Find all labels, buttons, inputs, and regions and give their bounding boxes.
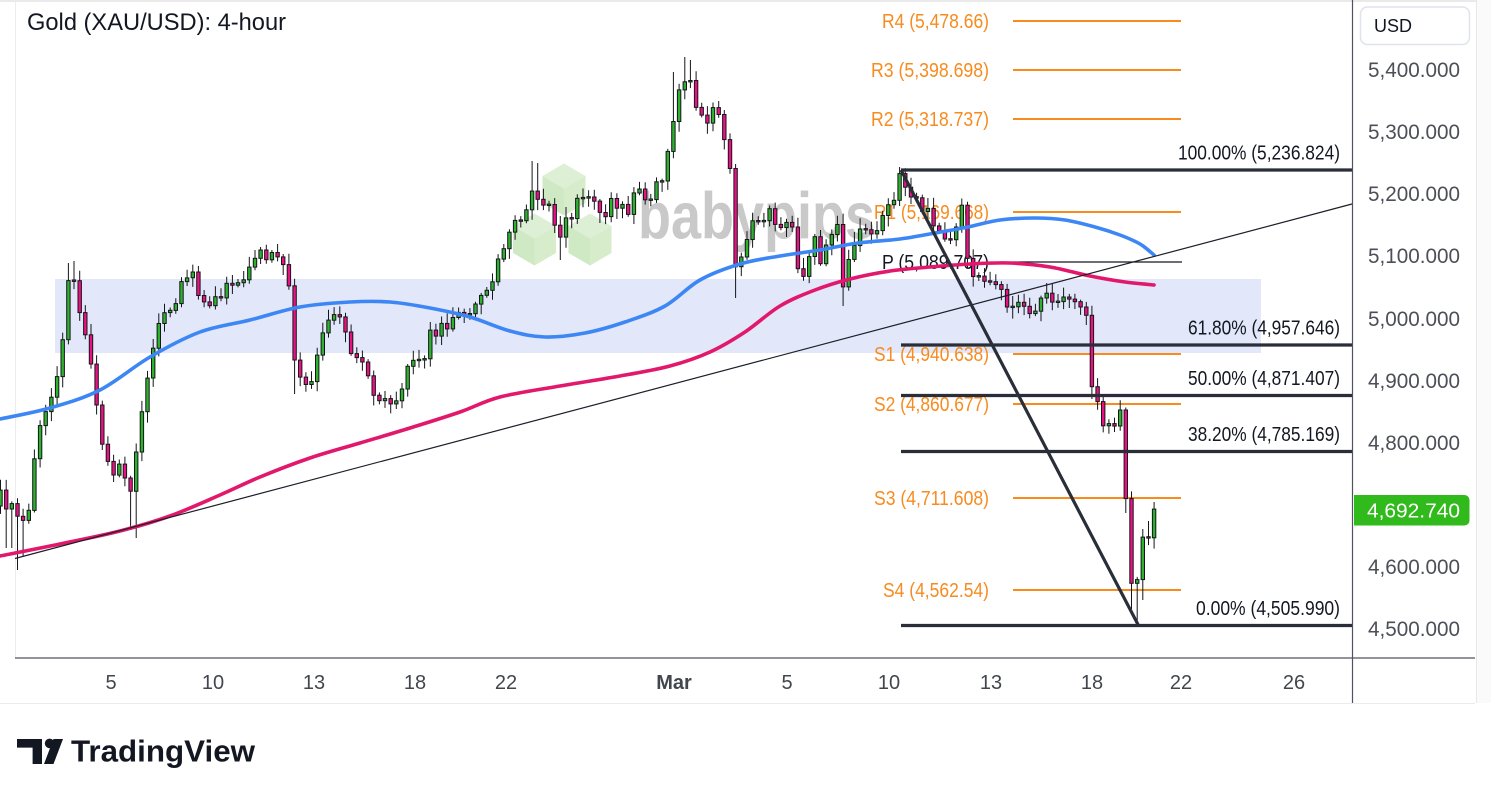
svg-text:R4 (5,478.66): R4 (5,478.66) — [882, 11, 989, 33]
svg-text:Mar: Mar — [656, 672, 692, 694]
svg-text:18: 18 — [404, 672, 426, 694]
svg-text:4,692.740: 4,692.740 — [1367, 500, 1460, 523]
svg-text:R2 (5,318.737): R2 (5,318.737) — [871, 109, 989, 131]
svg-text:S3 (4,711.608): S3 (4,711.608) — [874, 488, 989, 510]
svg-text:22: 22 — [1170, 672, 1192, 694]
svg-text:10: 10 — [878, 672, 900, 694]
svg-text:5,000.000: 5,000.000 — [1368, 308, 1460, 331]
svg-text:22: 22 — [495, 672, 517, 694]
svg-text:5,300.000: 5,300.000 — [1368, 121, 1460, 144]
svg-text:TradingView: TradingView — [71, 735, 255, 769]
svg-text:4,900.000: 4,900.000 — [1368, 370, 1460, 393]
svg-text:S4 (4,562.54): S4 (4,562.54) — [883, 580, 989, 602]
svg-text:10: 10 — [202, 672, 224, 694]
svg-text:26: 26 — [1283, 672, 1305, 694]
svg-text:13: 13 — [980, 672, 1002, 694]
svg-text:61.80% (4,957.646): 61.80% (4,957.646) — [1188, 318, 1340, 340]
svg-text:babypips: babypips — [638, 179, 875, 253]
svg-text:5: 5 — [105, 672, 116, 694]
svg-text:S1 (4,940.638): S1 (4,940.638) — [874, 344, 989, 366]
svg-text:USD: USD — [1374, 16, 1412, 36]
svg-text:5,400.000: 5,400.000 — [1368, 59, 1460, 82]
svg-text:4,500.000: 4,500.000 — [1368, 618, 1460, 641]
svg-text:4,600.000: 4,600.000 — [1368, 556, 1460, 579]
svg-text:50.00% (4,871.407): 50.00% (4,871.407) — [1188, 368, 1340, 390]
svg-text:13: 13 — [303, 672, 325, 694]
svg-text:5,100.000: 5,100.000 — [1368, 245, 1460, 268]
svg-text:100.00% (5,236.824): 100.00% (5,236.824) — [1178, 143, 1340, 165]
svg-text:5: 5 — [781, 672, 792, 694]
svg-text:S2 (4,860.677): S2 (4,860.677) — [874, 394, 989, 416]
svg-text:18: 18 — [1081, 672, 1103, 694]
svg-text:5,200.000: 5,200.000 — [1368, 183, 1460, 206]
svg-text:4,800.000: 4,800.000 — [1368, 432, 1460, 455]
svg-text:Gold (XAU/USD): 4-hour: Gold (XAU/USD): 4-hour — [27, 9, 286, 36]
svg-text:38.20% (4,785.169): 38.20% (4,785.169) — [1188, 424, 1340, 446]
svg-text:0.00% (4,505.990): 0.00% (4,505.990) — [1196, 598, 1340, 620]
svg-text:R3 (5,398.698): R3 (5,398.698) — [871, 60, 989, 82]
